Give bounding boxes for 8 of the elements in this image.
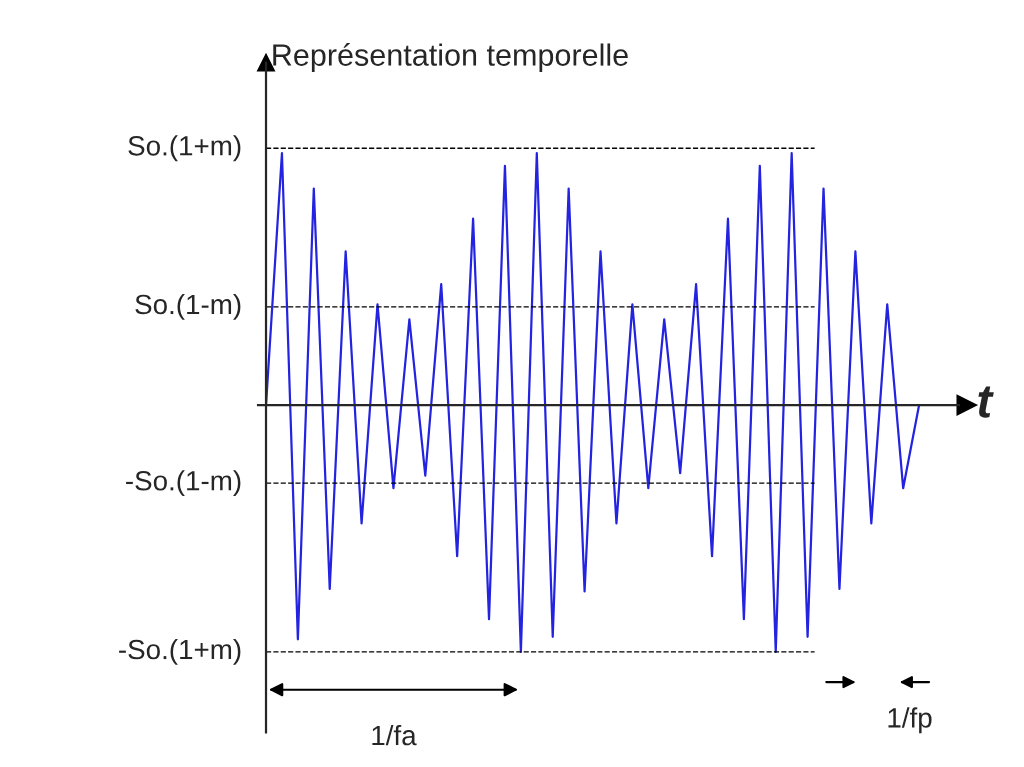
chart-title: Représentation temporelle bbox=[273, 43, 628, 72]
ref-line-label: -So.(1-m) bbox=[126, 470, 241, 497]
ref-line-label: So.(1+m) bbox=[128, 135, 241, 162]
ref-line-label: -So.(1+m) bbox=[119, 638, 241, 665]
text: 1/fp bbox=[888, 707, 932, 734]
x-axis-title: t bbox=[978, 386, 994, 418]
text: 1/fa bbox=[372, 724, 417, 746]
ref-line-label: So.(1-m) bbox=[135, 293, 241, 320]
